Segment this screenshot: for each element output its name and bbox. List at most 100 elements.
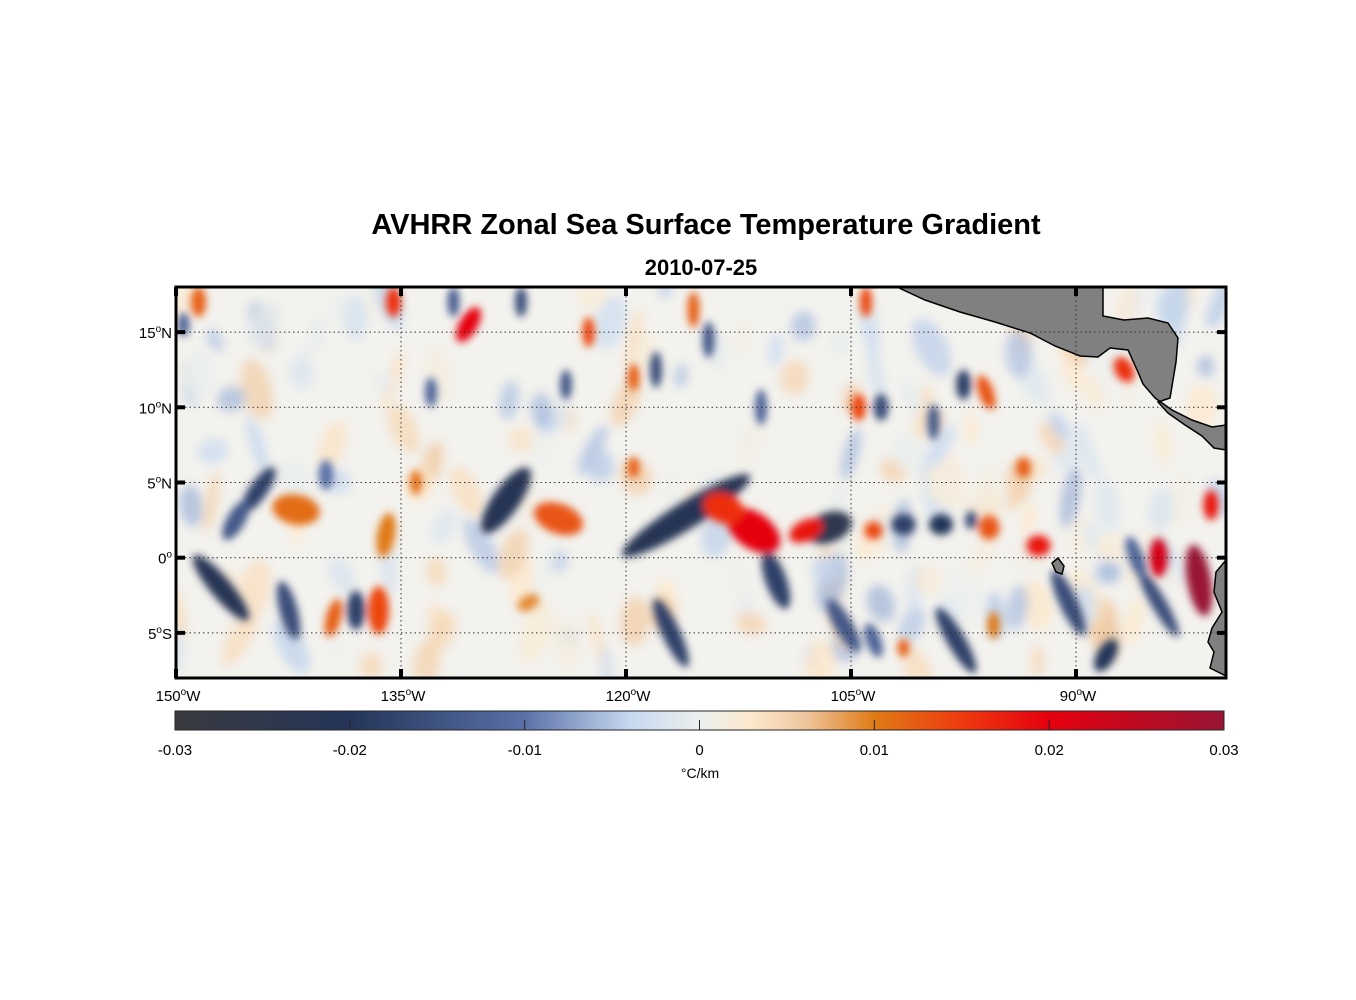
- feature-warm-patch-94w-north: [1016, 457, 1031, 478]
- texture-patch: [246, 415, 269, 477]
- feature-cold-patch-138w-south: [347, 590, 365, 630]
- feature-cold-streak-110w-south: [761, 551, 791, 609]
- texture-patch: [206, 329, 224, 352]
- feature-equatorial-warm-eddy: [789, 518, 823, 543]
- texture-patch: [427, 611, 457, 652]
- feature-cold-patch-124w-north: [560, 369, 572, 400]
- texture-patch: [430, 509, 458, 545]
- texture-patch: [600, 644, 614, 678]
- feature-warm-patch-119w-north: [627, 363, 640, 391]
- lat-label-5n: 5oN: [147, 475, 172, 493]
- texture-patch: [311, 316, 326, 349]
- texture-patch: [674, 363, 688, 388]
- gradient-features: [177, 287, 1219, 674]
- lon-label-120w: 120oW: [606, 687, 652, 705]
- feature-warm-patch-137w-south: [376, 512, 396, 558]
- texture-patch: [448, 466, 484, 517]
- texture-patch: [520, 602, 552, 662]
- lat-label-0: 0o: [158, 550, 172, 568]
- texture-patch: [499, 381, 520, 420]
- colorbar: -0.03 -0.02 -0.01 0 0.01 0.02 0.03 °C/km: [158, 710, 1239, 781]
- texture-patch: [901, 380, 923, 416]
- texture-patch: [903, 648, 932, 678]
- colorbar-tick-label: 0.03: [1209, 742, 1238, 759]
- colorbar-labels: -0.03 -0.02 -0.01 0 0.01 0.02 0.03: [158, 742, 1239, 759]
- texture-patch: [1006, 482, 1024, 513]
- texture-patch: [463, 518, 500, 574]
- texture-patch: [1185, 384, 1217, 430]
- feature-warm-patch-123w-north: [582, 317, 595, 348]
- feature-warm-patch-119w: [627, 457, 640, 478]
- feature-cold-patch-99w: [929, 514, 953, 536]
- land-galapagos: [1051, 556, 1065, 575]
- feature-warm-patch-125w: [533, 502, 584, 536]
- feature-warm-patch-96w-south: [987, 611, 1000, 639]
- feature-warm-patch-136w-south: [368, 586, 389, 635]
- texture-patch: [810, 555, 841, 583]
- feature-warm-patch-102w-south: [897, 638, 910, 657]
- feature-cold-patch-97w-north: [956, 369, 971, 400]
- feature-cold-streak-84w-south: [1137, 568, 1180, 637]
- texture-patch: [898, 607, 926, 643]
- texture-patch: [318, 421, 347, 470]
- feature-cold-patch-103w-north: [873, 393, 889, 421]
- texture-patch: [924, 463, 954, 509]
- texture-patch: [221, 610, 258, 666]
- feature-cold-streak-142w-south: [276, 581, 301, 640]
- texture-patch: [532, 540, 561, 598]
- colorbar-tick-label: 0: [695, 742, 703, 759]
- feature-cold-patch-133w-north: [425, 377, 437, 408]
- texture-patch: [553, 617, 581, 667]
- feature-warm-patch-96w: [978, 515, 1000, 540]
- texture-patch: [342, 295, 368, 340]
- texture-patch: [426, 556, 447, 587]
- texture-patch: [593, 296, 627, 350]
- texture-patch: [1031, 645, 1045, 678]
- feature-cold-patch-118w-north: [650, 351, 662, 388]
- lat-label-15n: 15oN: [139, 324, 172, 342]
- feature-warm-patch-81w: [1203, 490, 1219, 521]
- lon-label-105w: 105oW: [831, 687, 877, 705]
- colorbar-tick-label: 0.01: [860, 742, 889, 759]
- feature-warm-patch-131w-north: [456, 307, 481, 343]
- latitude-labels: 15oN 10oN 5oN 0o 5oS: [139, 324, 173, 643]
- feature-cold-streak-146w: [222, 500, 250, 541]
- lon-label-150w: 150oW: [156, 687, 202, 705]
- texture-patch: [866, 347, 885, 400]
- lon-label-90w: 90oW: [1060, 687, 1097, 705]
- texture-patch: [1077, 437, 1103, 483]
- texture-patch: [1153, 419, 1172, 465]
- texture-patch: [1006, 585, 1029, 631]
- feature-warm-patch-127w-south: [517, 593, 540, 612]
- texture-patch: [768, 332, 784, 368]
- texture-patch: [1122, 596, 1145, 646]
- feature-cold-patch-104w-south: [864, 623, 883, 658]
- feature-warm-patch-139w-south: [324, 598, 343, 637]
- texture-patch: [1197, 355, 1214, 378]
- feature-cold-band-148w-south: [192, 554, 250, 621]
- feature-cold-patch-132w-north: [447, 287, 460, 317]
- feature-cold-streak-144w: [241, 467, 276, 513]
- texture-patch: [217, 386, 246, 412]
- feature-warm-patch-87w-gulf: [1113, 357, 1135, 383]
- texture-patch: [912, 318, 952, 376]
- texture-patch: [1020, 580, 1054, 630]
- texture-patch: [239, 559, 272, 619]
- texture-patch: [197, 438, 229, 464]
- colorbar-tick-label: 0.02: [1035, 742, 1064, 759]
- texture-patch: [736, 611, 767, 636]
- texture-patch: [577, 425, 608, 475]
- texture-patch: [176, 287, 201, 332]
- texture-patch: [288, 358, 315, 389]
- texture-patch: [1098, 561, 1122, 584]
- feature-warm-patch-92w: [1026, 535, 1051, 557]
- texture-patch: [328, 295, 349, 320]
- colorbar-unit-label: °C/km: [681, 765, 719, 781]
- texture-patch: [964, 412, 978, 446]
- feature-warm-patch-141w: [272, 494, 320, 525]
- feature-cold-streak-98w-south: [935, 607, 977, 674]
- lat-label-5s: 5oS: [148, 625, 172, 643]
- feature-equatorial-warm-lobe-2: [703, 492, 744, 524]
- texture-patch: [247, 301, 282, 349]
- texture-patch: [891, 431, 924, 472]
